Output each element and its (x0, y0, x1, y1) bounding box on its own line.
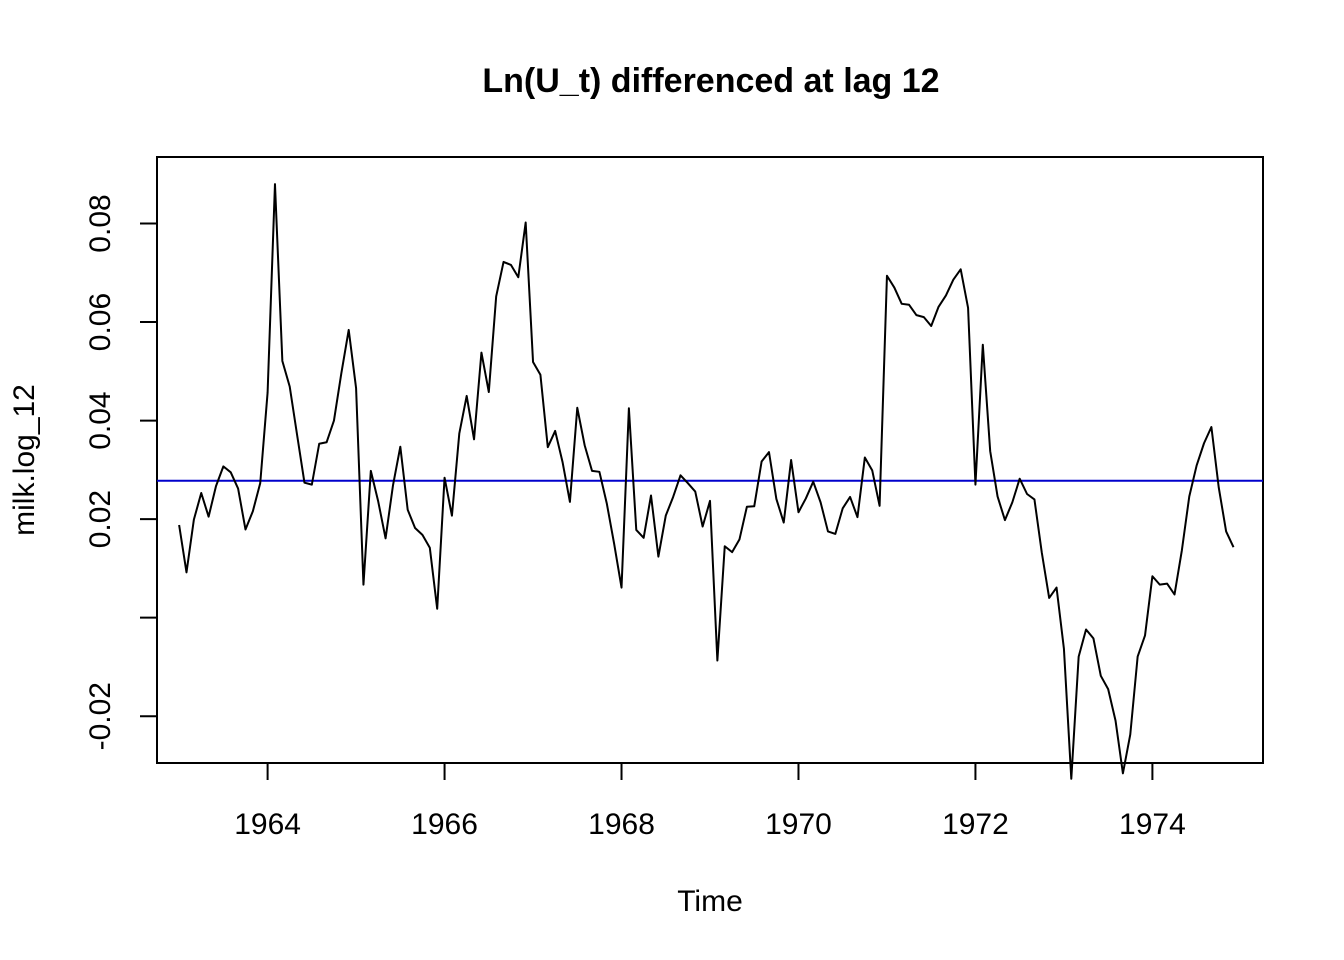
y-axis: -0.02 0.02 0.04 0.06 0.08 (84, 194, 157, 750)
x-axis: 1964 1966 1968 1970 1972 1974 (234, 763, 1186, 841)
x-tick-label: 1964 (234, 808, 301, 841)
x-tick-label: 1972 (942, 808, 1009, 841)
series-line (178, 183, 1235, 780)
plot-frame (156, 156, 1264, 764)
y-tick-label: -0.02 (84, 682, 117, 750)
x-axis-label: Time (677, 885, 743, 918)
y-tick-label: 0.04 (84, 391, 117, 449)
x-tick-label: 1966 (411, 808, 478, 841)
y-tick-label: 0.06 (84, 293, 117, 351)
y-axis-label: milk.log_12 (8, 384, 41, 536)
x-tick-label: 1968 (588, 808, 655, 841)
x-tick-label: 1974 (1119, 808, 1186, 841)
y-tick-label: 0.08 (84, 194, 117, 252)
x-tick-label: 1970 (765, 808, 832, 841)
chart-title: Ln(U_t) differenced at lag 12 (482, 62, 939, 100)
y-tick-label: 0.02 (84, 490, 117, 548)
